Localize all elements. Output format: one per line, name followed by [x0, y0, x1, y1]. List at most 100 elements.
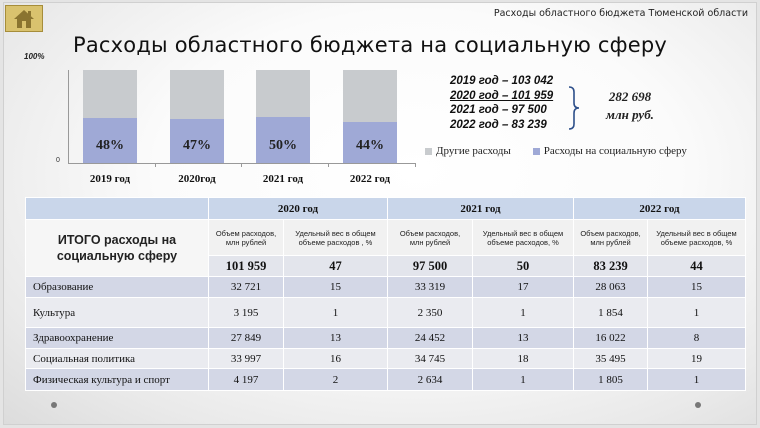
home-button[interactable] [5, 5, 43, 32]
curly-brace-icon [568, 86, 580, 130]
cell: 2 [283, 368, 388, 391]
cell: 19 [647, 348, 746, 369]
legend-swatch-other [425, 147, 432, 155]
cell: 2 350 [387, 297, 473, 328]
cell: 33 319 [387, 276, 473, 298]
legend-swatch-social [532, 147, 540, 155]
bar-value-label: 47% [183, 138, 211, 153]
table-row: Здравоохранение 27 849 13 24 452 13 16 0… [25, 327, 746, 349]
year-header-row: 2020 год 2021 год 2022 год [25, 197, 746, 220]
cell: 1 854 [573, 297, 648, 328]
cell: 1 [647, 297, 746, 328]
bar-segment-social: 50% [256, 116, 310, 163]
grand-total: 282 698 млн руб. [590, 88, 670, 124]
yearly-totals-list: 2019 год – 103 042 2020 год – 101 959 20… [450, 74, 553, 132]
table-row: Физическая культура и спорт 4 197 2 2 63… [25, 368, 746, 391]
cell: 1 [647, 368, 746, 391]
grand-total-value: 282 698 [608, 89, 652, 104]
cell: 13 [472, 327, 574, 349]
cell: 13 [283, 327, 388, 349]
bar-2020: 47% [170, 70, 224, 163]
yearly-total-2021: 2021 год – 97 500 [450, 104, 547, 116]
cell: 18 [472, 348, 574, 369]
x-axis [68, 163, 416, 164]
y-axis [68, 70, 69, 163]
total-cell: 97 500 [387, 255, 473, 277]
page-title: Расходы областного бюджета на социальную… [72, 33, 668, 57]
cell: 1 [472, 368, 574, 391]
table-row: Социальная политика 33 997 16 34 745 18 … [25, 348, 746, 369]
cell: 16 [283, 348, 388, 369]
cell: 1 805 [573, 368, 648, 391]
totals-row: 101 959 47 97 500 50 83 239 44 [26, 255, 746, 277]
bar-value-label: 50% [269, 138, 297, 153]
header-subtitle: Расходы областного бюджета Тюменской обл… [493, 8, 748, 19]
bar-segment-social: 48% [83, 118, 137, 163]
x-label-2019: 2019 год [89, 173, 131, 185]
corner-cell [25, 197, 209, 220]
total-cell: 83 239 [573, 255, 648, 277]
bar-2021: 50% [256, 70, 310, 163]
cell: 1 [472, 297, 574, 328]
bar-value-label: 48% [96, 138, 124, 153]
x-label-2020: 2020год [178, 173, 216, 185]
legend-label: Другие расходы [436, 145, 511, 157]
total-cell: 50 [472, 255, 574, 277]
bar-2019: 48% [83, 70, 137, 163]
subheader-cell: Удельный вес в общем объеме расходов, % [647, 219, 746, 256]
row-name: Культура [25, 297, 209, 328]
cell: 24 452 [387, 327, 473, 349]
bar-2022: 44% [343, 70, 397, 163]
subheader-cell: Объем расходов, млн рублей [387, 219, 473, 256]
year-header-2022: 2022 год [573, 197, 746, 220]
bar-segment-social: 44% [343, 122, 397, 163]
total-cell: 101 959 [208, 255, 284, 277]
cell: 32 721 [208, 276, 284, 298]
cell: 16 022 [573, 327, 648, 349]
x-tick [328, 163, 329, 167]
legend-label: Расходы на социальную сферу [543, 145, 687, 157]
chart-legend: Другие расходы Расходы на социальную сфе… [425, 145, 687, 157]
row-name: Образование [25, 276, 209, 298]
cell: 35 495 [573, 348, 648, 369]
cell: 8 [647, 327, 746, 349]
year-header-2021: 2021 год [387, 197, 574, 220]
cell: 3 195 [208, 297, 284, 328]
cell: 15 [283, 276, 388, 298]
x-tick [415, 163, 416, 167]
grand-total-unit: млн руб. [606, 107, 654, 122]
total-row-label: ИТОГО расходы на социальную сферу [25, 219, 209, 277]
x-label-2022: 2022 год [349, 173, 391, 185]
row-name: Здравоохранение [25, 327, 209, 349]
legend-item-social: Расходы на социальную сферу [532, 145, 687, 157]
yearly-total-2022: 2022 год – 83 239 [450, 118, 547, 131]
total-cell: 44 [647, 255, 746, 277]
subheader-cell: Удельный вес в общем объеме расходов, % [472, 219, 574, 256]
cell: 33 997 [208, 348, 284, 369]
x-tick [241, 163, 242, 167]
cell: 15 [647, 276, 746, 298]
yearly-total-2020: 2020 год – 101 959 [450, 89, 554, 102]
subheader-cell: Объем расходов, млн рублей [208, 219, 284, 256]
cell: 17 [472, 276, 574, 298]
cell: 2 634 [387, 368, 473, 391]
bar-segment-social: 47% [170, 119, 224, 163]
x-tick [155, 163, 156, 167]
cell: 4 197 [208, 368, 284, 391]
row-name: Социальная политика [25, 348, 209, 369]
home-icon [14, 9, 34, 28]
x-label-2021: 2021 год [262, 173, 304, 185]
cell: 28 063 [573, 276, 648, 298]
decorative-dot-right [695, 402, 701, 408]
subheader-row: ИТОГО расходы на социальную сферу Объем … [25, 219, 746, 277]
subheader-cell: Объем расходов, млн рублей [573, 219, 648, 256]
cell: 1 [283, 297, 388, 328]
decorative-dot-left [51, 402, 57, 408]
table-row: Образование 32 721 15 33 319 17 28 063 1… [25, 276, 746, 298]
cell: 34 745 [387, 348, 473, 369]
total-cell: 47 [283, 255, 388, 277]
y-axis-zero-label: 0 [56, 157, 60, 164]
social-spending-table: 2020 год 2021 год 2022 год ИТОГО расходы… [25, 197, 746, 391]
row-name: Физическая культура и спорт [25, 368, 209, 391]
bar-value-label: 44% [356, 138, 384, 153]
